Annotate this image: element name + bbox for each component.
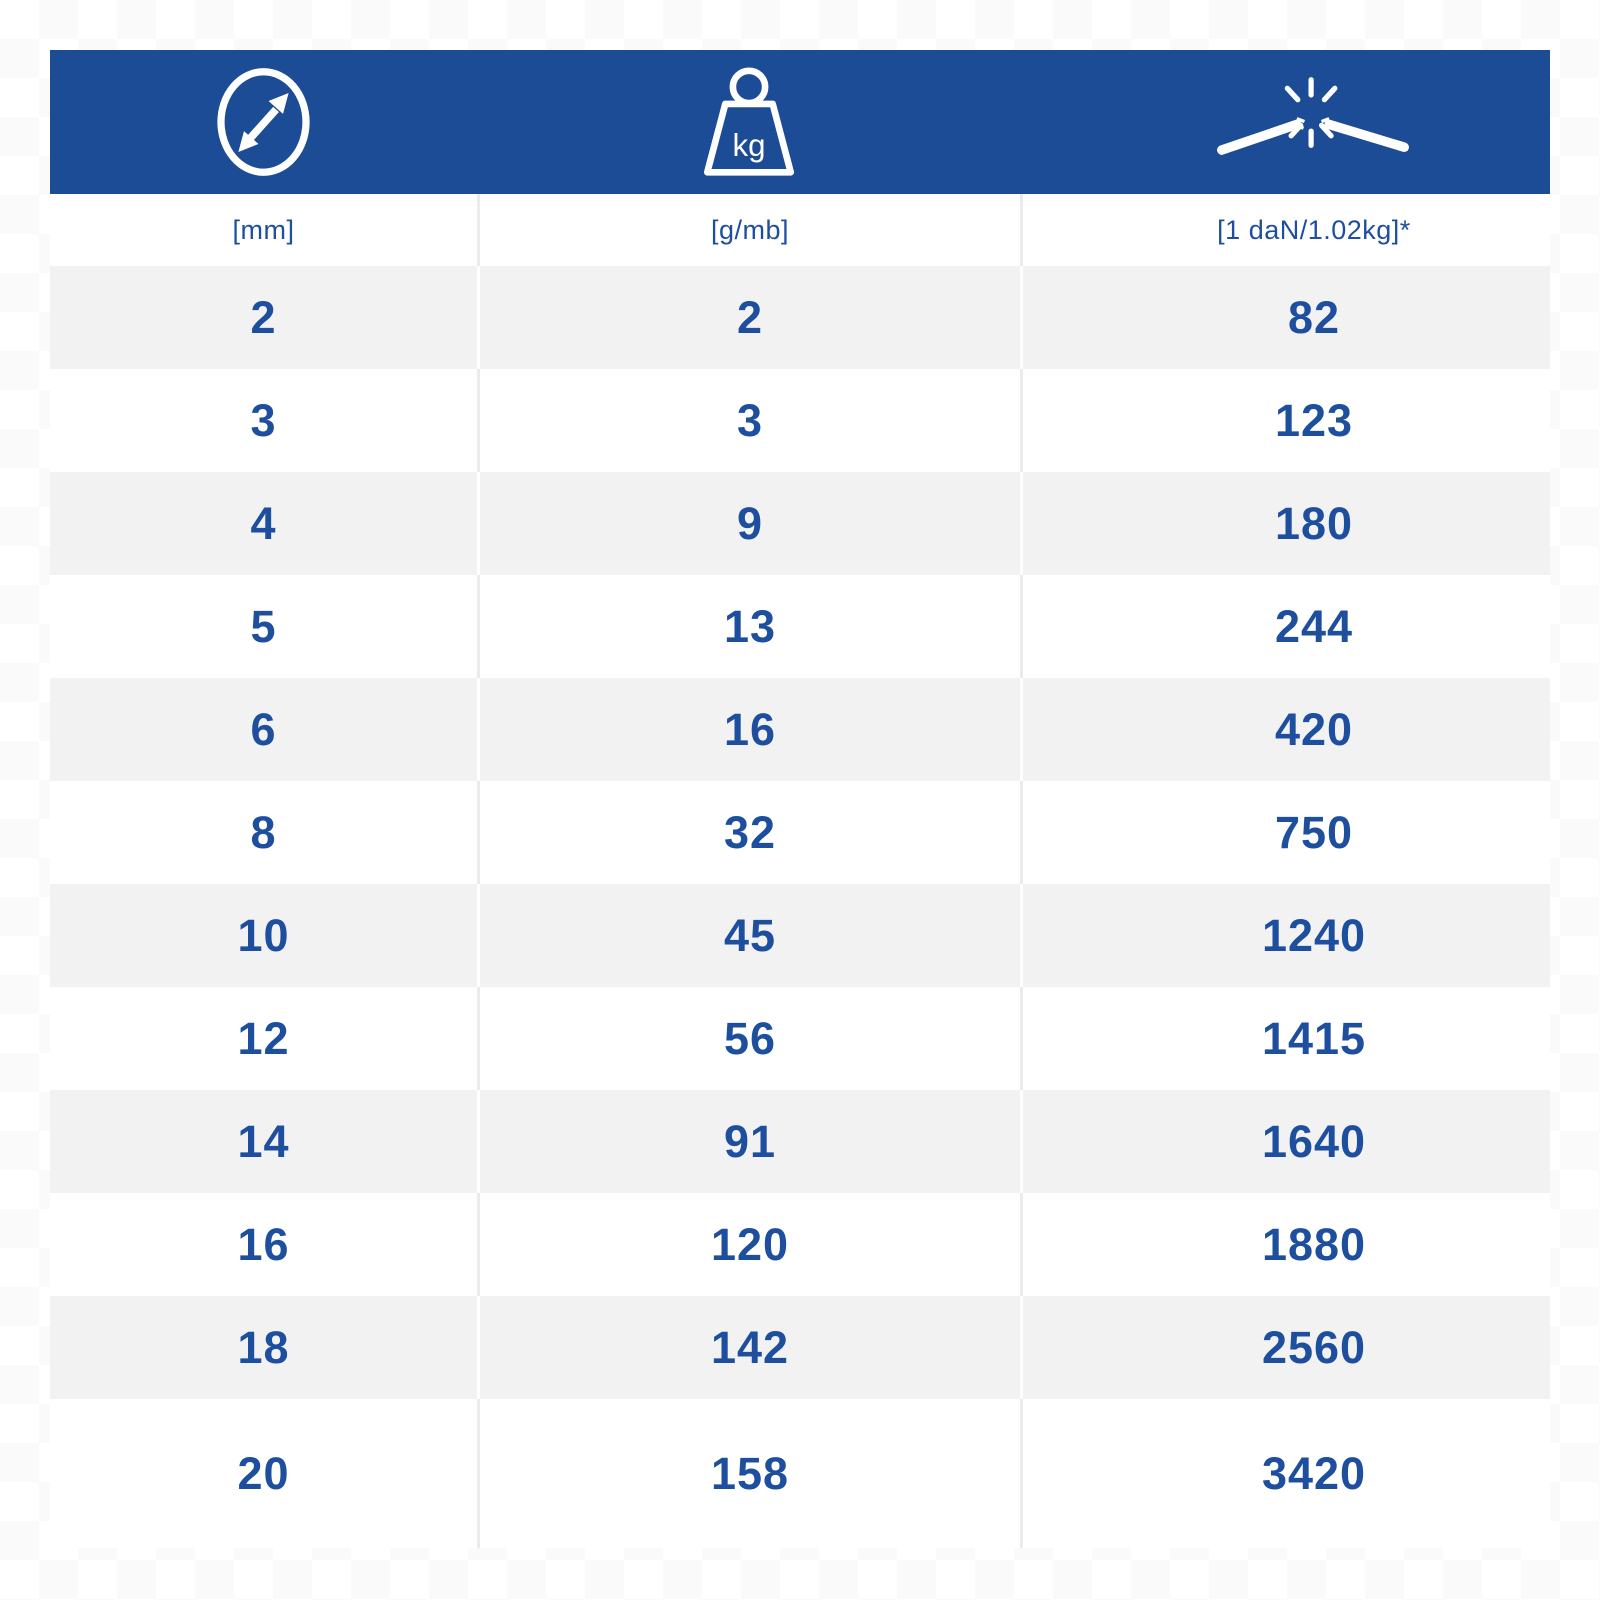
table-row: 3 3 123 (50, 369, 1550, 472)
table-cell: 9 (477, 472, 1020, 575)
table-row: 8 32 750 (50, 781, 1550, 884)
table-cell: 142 (477, 1296, 1020, 1399)
table-cell: 120 (477, 1193, 1020, 1296)
unit-label-mm: [mm] (232, 214, 295, 245)
table-row: 16 120 1880 (50, 1193, 1550, 1296)
table-cell: 1415 (1020, 987, 1550, 1090)
table-row: 6 16 420 (50, 678, 1550, 781)
table-row: 20 158 3420 (50, 1399, 1550, 1548)
table-row: 5 13 244 (50, 575, 1550, 678)
table-cell: 750 (1020, 781, 1550, 884)
table-cell: 2560 (1020, 1296, 1550, 1399)
table-body: 2 2 82 3 3 123 4 9 180 5 13 244 6 16 420 8 32 750 10 45 1240… (50, 266, 1550, 1548)
unit-label-g-mb: [g/mb] (477, 194, 1020, 266)
table-cell: 12 (237, 1012, 290, 1064)
table-cell: 13 (477, 575, 1020, 678)
units-row: [mm] [g/mb] [1 daN/1.02kg]* (50, 194, 1550, 266)
table-cell: 1240 (1020, 884, 1550, 987)
spec-table: kg [mm] [g/mb] [1 daN/1.02kg]* (50, 50, 1550, 1548)
table-cell: 180 (1020, 472, 1550, 575)
header-cell-weight: kg (477, 50, 1020, 194)
table-cell: 56 (477, 987, 1020, 1090)
table-cell: 32 (477, 781, 1020, 884)
table-cell: 244 (1020, 575, 1550, 678)
table-row: 18 142 2560 (50, 1296, 1550, 1399)
table-header: kg (50, 50, 1550, 194)
table-cell: 158 (477, 1399, 1020, 1548)
table-cell: 82 (1020, 266, 1550, 369)
table-row: 10 45 1240 (50, 884, 1550, 987)
table-cell: 2 (477, 266, 1020, 369)
kg-label: kg (732, 128, 765, 163)
header-cell-diameter (50, 50, 477, 194)
table-cell: 91 (477, 1090, 1020, 1193)
header-cell-break-strength (1020, 50, 1550, 194)
table-cell: 5 (250, 600, 277, 652)
table-cell: 10 (237, 909, 290, 961)
table-row: 14 91 1640 (50, 1090, 1550, 1193)
table-cell: 3420 (1020, 1399, 1550, 1548)
table-cell: 2 (250, 291, 277, 343)
table-cell: 20 (237, 1447, 290, 1499)
table-cell: 1640 (1020, 1090, 1550, 1193)
table-cell: 45 (477, 884, 1020, 987)
unit-label-dan: [1 daN/1.02kg]* (1020, 194, 1550, 266)
table-cell: 123 (1020, 369, 1550, 472)
table-cell: 3 (250, 394, 277, 446)
table-cell: 18 (237, 1321, 290, 1373)
table-row: 12 56 1415 (50, 987, 1550, 1090)
table-cell: 1880 (1020, 1193, 1550, 1296)
diameter-icon (217, 68, 310, 176)
table-cell: 8 (250, 806, 277, 858)
rope-break-strength-icon (1216, 76, 1409, 155)
table-cell: 16 (237, 1218, 290, 1270)
table-cell: 16 (477, 678, 1020, 781)
table-cell: 14 (237, 1115, 290, 1167)
table-row: 4 9 180 (50, 472, 1550, 575)
table-cell: 6 (250, 703, 277, 755)
table-row: 2 2 82 (50, 266, 1550, 369)
table-cell: 4 (250, 497, 277, 549)
weight-kg-icon: kg (703, 67, 794, 176)
table-cell: 420 (1020, 678, 1550, 781)
table-cell: 3 (477, 369, 1020, 472)
